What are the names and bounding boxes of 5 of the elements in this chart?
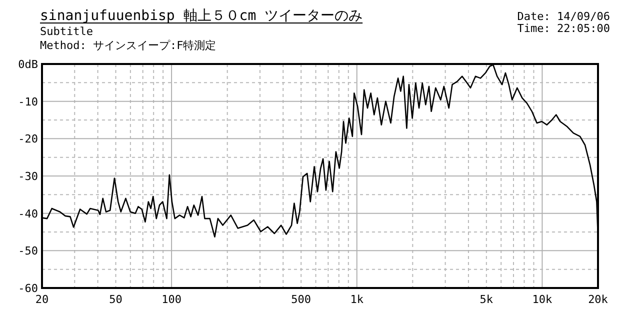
- subtitle: Subtitle: [40, 25, 93, 38]
- annotation: Time: 22:05:00: [517, 22, 610, 35]
- annotation: Date: 14/09/06: [517, 10, 610, 23]
- title: sinanjufuuenbisp 軸上５０cm ツイーターのみ: [40, 8, 363, 24]
- annotation: Method: サインスイープ:F特測定: [40, 39, 216, 52]
